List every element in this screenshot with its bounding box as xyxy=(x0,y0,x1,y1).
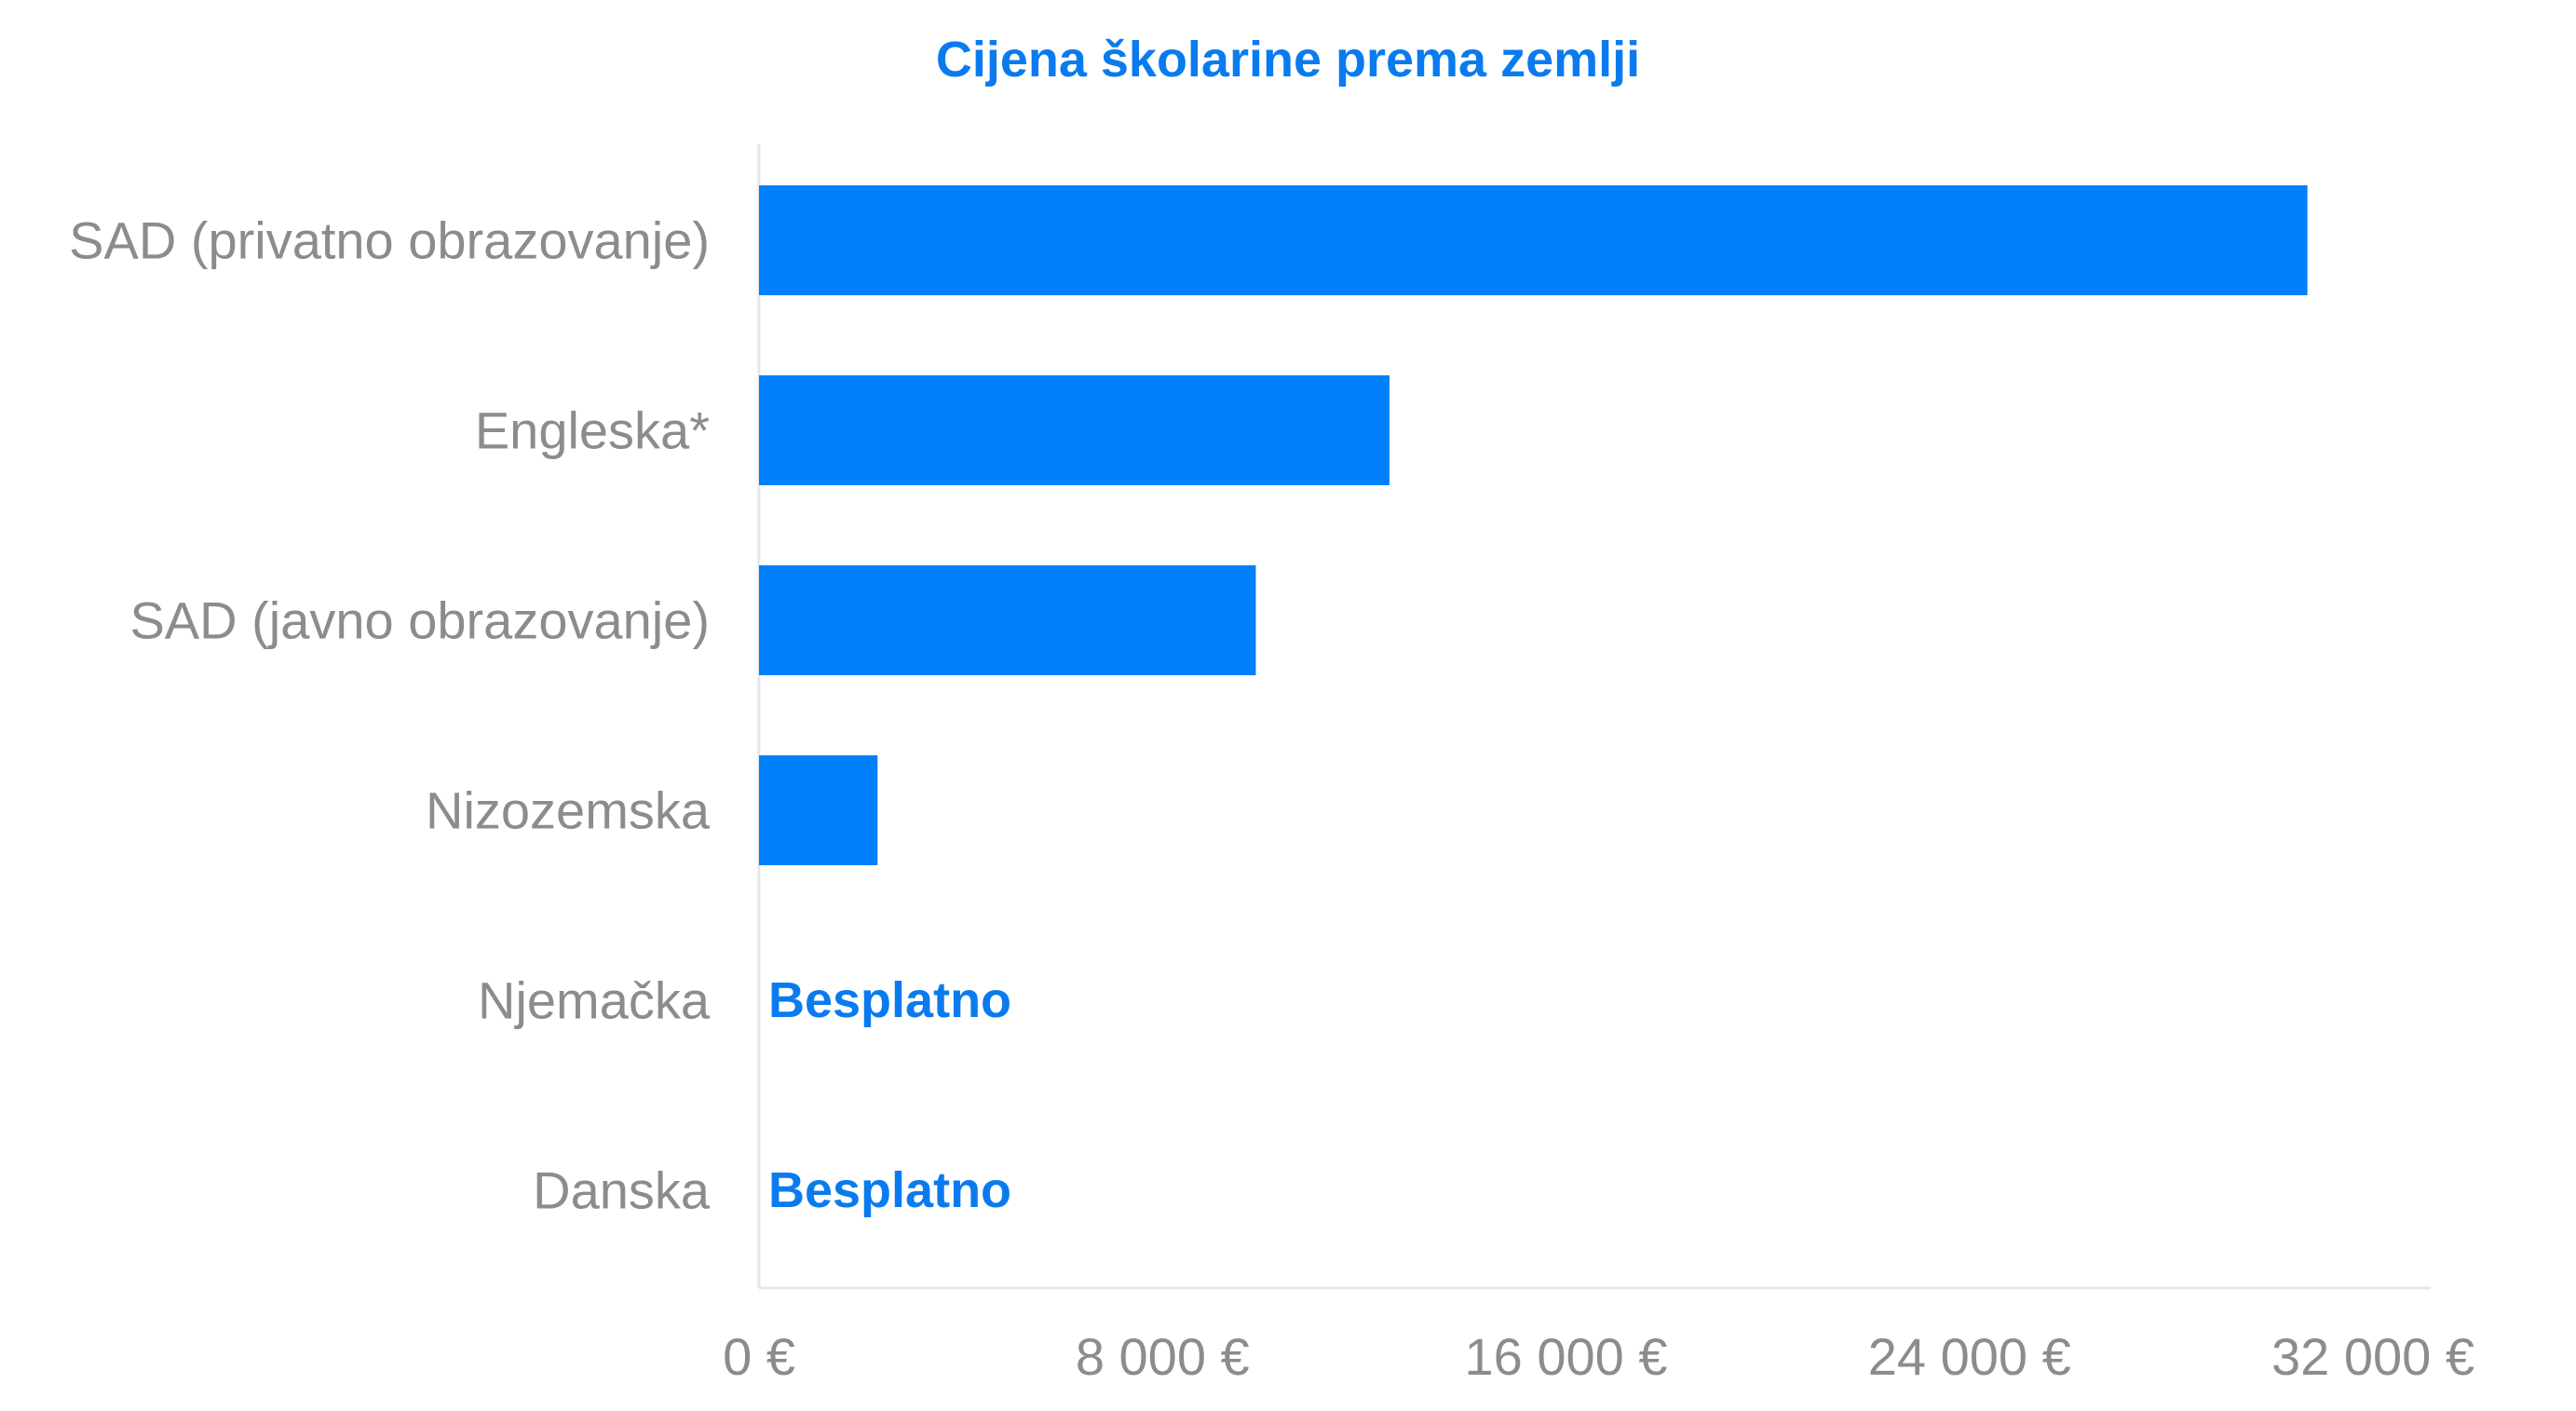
bar xyxy=(759,375,1390,485)
x-tick-labels: 0 € 8 000 € 16 000 € 24 000 € 32 000 € xyxy=(723,1327,2474,1386)
data-label: Besplatno xyxy=(768,1162,1011,1218)
bar xyxy=(759,755,878,865)
category-label: Njemačka xyxy=(478,971,711,1030)
bars xyxy=(759,185,2308,865)
data-labels: Besplatno Besplatno xyxy=(768,972,1011,1218)
x-tick-label: 24 000 € xyxy=(1868,1327,2071,1386)
chart-title: Cijena školarine prema zemlji xyxy=(936,32,1640,88)
x-tick-label: 32 000 € xyxy=(2271,1327,2474,1386)
category-label: Danska xyxy=(533,1161,711,1220)
data-label: Besplatno xyxy=(768,972,1011,1028)
bar xyxy=(759,185,2308,295)
x-tick-label: 0 € xyxy=(723,1327,795,1386)
x-tick-label: 8 000 € xyxy=(1076,1327,1250,1386)
bar xyxy=(759,565,1256,675)
category-label: Nizozemska xyxy=(426,781,711,840)
category-label: Engleska* xyxy=(475,401,710,460)
category-labels: SAD (privatno obrazovanje) Engleska* SAD (… xyxy=(69,211,711,1220)
category-label: SAD (javno obrazovanje) xyxy=(129,591,710,650)
x-tick-label: 16 000 € xyxy=(1465,1327,1668,1386)
category-label: SAD (privatno obrazovanje) xyxy=(69,211,710,270)
